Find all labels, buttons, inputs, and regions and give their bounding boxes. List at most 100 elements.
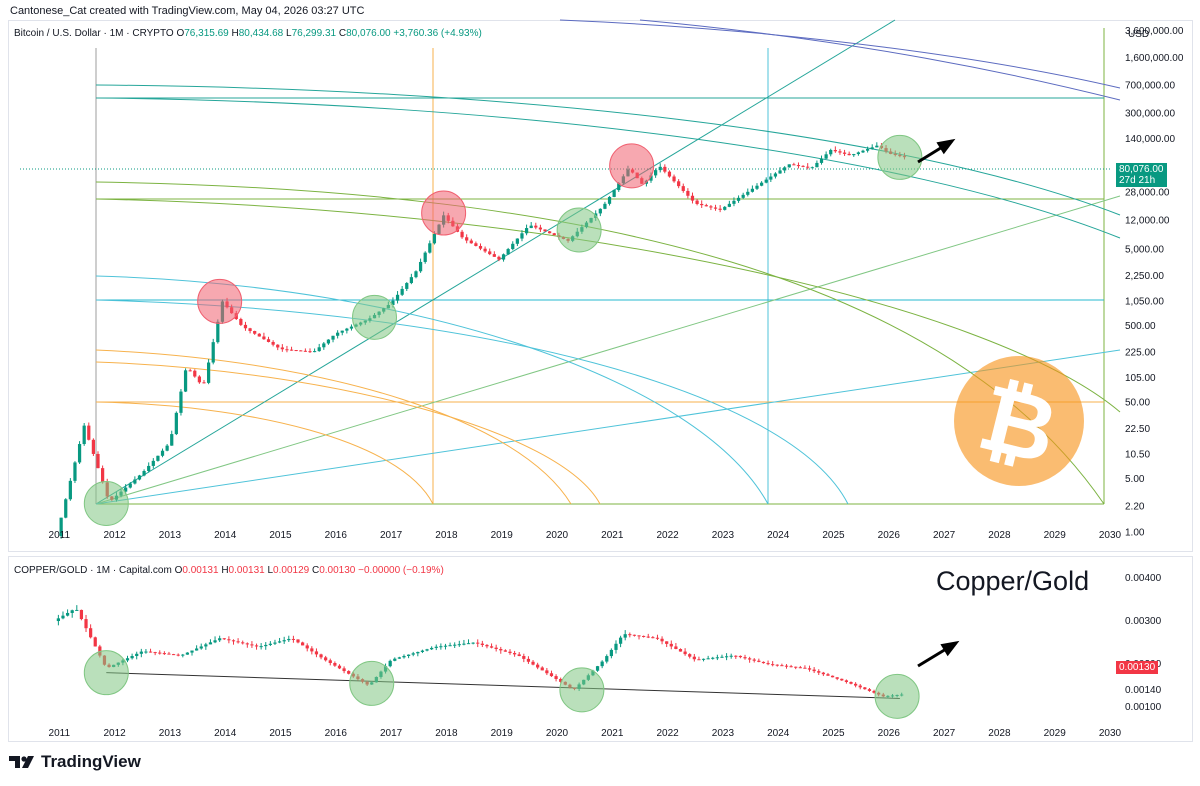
btc-candle [170, 430, 174, 446]
btc-candle [179, 389, 183, 416]
arc-cyan-2 [95, 299, 849, 505]
btc-candle [165, 443, 169, 452]
copper-gold-candle [821, 671, 825, 677]
copper-gold-candle [411, 651, 415, 657]
main-open: 76,315.69 [184, 28, 229, 39]
btc-candle [718, 205, 722, 213]
copper-gold-candle [817, 669, 821, 676]
copper-gold-candle [830, 675, 835, 678]
btc-candle [101, 465, 105, 484]
btc-candle [796, 162, 801, 169]
btc-candle [815, 160, 819, 168]
btc-candle [312, 348, 317, 353]
tradingview-logo-text: TradingView [41, 752, 141, 771]
copper-gold-x-tick-label: 2028 [988, 728, 1011, 739]
btc-candle [253, 330, 257, 335]
copper-gold-candle [540, 666, 544, 671]
copper-gold-candle [84, 614, 88, 633]
copper-gold-annotation: Copper/Gold [936, 566, 1090, 596]
btc-candle [280, 344, 284, 352]
copper-gold-candle [135, 651, 139, 660]
copper-gold-candle [642, 635, 646, 638]
copper-gold-candle [222, 638, 226, 640]
btc-x-tick-label: 2030 [1099, 530, 1122, 541]
copper-gold-cycle-bottom-marker [83, 650, 129, 696]
fan-line-mid [95, 195, 1121, 505]
copper-gold-candle [268, 641, 272, 647]
btc-candle [672, 174, 676, 183]
arc-orange-1 [95, 349, 572, 505]
copper-gold-candle [678, 648, 683, 652]
btc-y-tick-label: 12,000.00 [1125, 215, 1170, 226]
btc-candle [529, 222, 533, 229]
main-close: 80,076.00 [346, 28, 391, 39]
copper-gold-candle [752, 658, 756, 663]
copper-gold-candle [241, 640, 245, 645]
btc-candle [838, 149, 842, 155]
copper-gold-candle [600, 660, 604, 669]
copper-gold-candle [89, 624, 93, 639]
tradingview-logo[interactable]: TradingView [9, 752, 141, 772]
copper-gold-candle [213, 636, 217, 644]
copper-gold-candle [158, 650, 162, 655]
btc-candle [654, 168, 658, 178]
btc-candle [704, 203, 708, 207]
btc-cycle-top-marker [197, 278, 243, 324]
copper-gold-candle [185, 652, 190, 655]
copper-gold-candle [457, 640, 461, 647]
copper-gold-trendline [106, 672, 900, 699]
copper-gold-y-tick-label: 0.00400 [1125, 573, 1162, 584]
copper-gold-candle [761, 661, 766, 664]
main-pane[interactable] [8, 20, 1193, 552]
copper-gold-candle [743, 654, 747, 660]
btc-candle [285, 345, 289, 353]
copper-gold-candle [660, 636, 664, 645]
copper-gold-candle [665, 641, 669, 648]
copper-gold-candle [711, 656, 715, 660]
btc-candle [73, 461, 77, 484]
btc-y-tick-label: 10.50 [1125, 449, 1150, 460]
copper-gold-candle [531, 660, 535, 666]
btc-candle [322, 341, 326, 350]
sub-low: 0.00129 [273, 565, 310, 576]
btc-candle [806, 163, 810, 170]
sub-close: 0.00130 [319, 565, 356, 576]
sub-change: −0.00000 (−0.19%) [358, 565, 444, 576]
fan-line-low [95, 349, 1121, 505]
copper-gold-candle [227, 636, 231, 644]
btc-candle [607, 196, 612, 206]
currency-label[interactable]: USD [1128, 29, 1150, 40]
copper-gold-candle [549, 670, 554, 677]
copper-gold-candle [688, 653, 692, 659]
btc-x-tick-label: 2023 [712, 530, 735, 541]
main-axes: 3,600,000.00 1,600,000.00 700,000.00 300,00… [49, 26, 1184, 541]
btc-candle [732, 197, 736, 207]
btc-x-tick-label: 2011 [49, 530, 71, 541]
copper-gold-candle [780, 663, 784, 667]
copper-gold-candle [425, 648, 429, 652]
btc-y-tick-label: 5,000.00 [1125, 245, 1164, 256]
copper-gold-candle [738, 655, 743, 659]
copper-gold-candle [56, 614, 60, 626]
btc-candle [515, 238, 519, 247]
copper-gold-candle [466, 639, 471, 645]
btc-cycle-bottom-marker [877, 134, 923, 180]
copper-gold-candle [324, 655, 328, 662]
btc-candle [474, 241, 478, 247]
btc-y-tick-label: 1,600,000.00 [1125, 53, 1184, 64]
copper-gold-candle [314, 648, 319, 658]
btc-cycle-bottom-marker [556, 207, 602, 253]
copper-gold-candle [545, 667, 549, 676]
btc-candle [211, 338, 215, 365]
copper-gold-candle [453, 642, 457, 649]
copper-gold-candle [748, 656, 752, 663]
copper-gold-candle [439, 643, 443, 650]
btc-y-tick-label: 140,000.00 [1125, 134, 1175, 145]
btc-candle [197, 375, 202, 384]
btc-candle [294, 349, 298, 352]
sub-pane[interactable] [8, 556, 1193, 742]
btc-y-tick-label: 105.00 [1125, 373, 1156, 384]
copper-gold-candle [724, 653, 729, 661]
copper-gold-candle [512, 650, 517, 657]
